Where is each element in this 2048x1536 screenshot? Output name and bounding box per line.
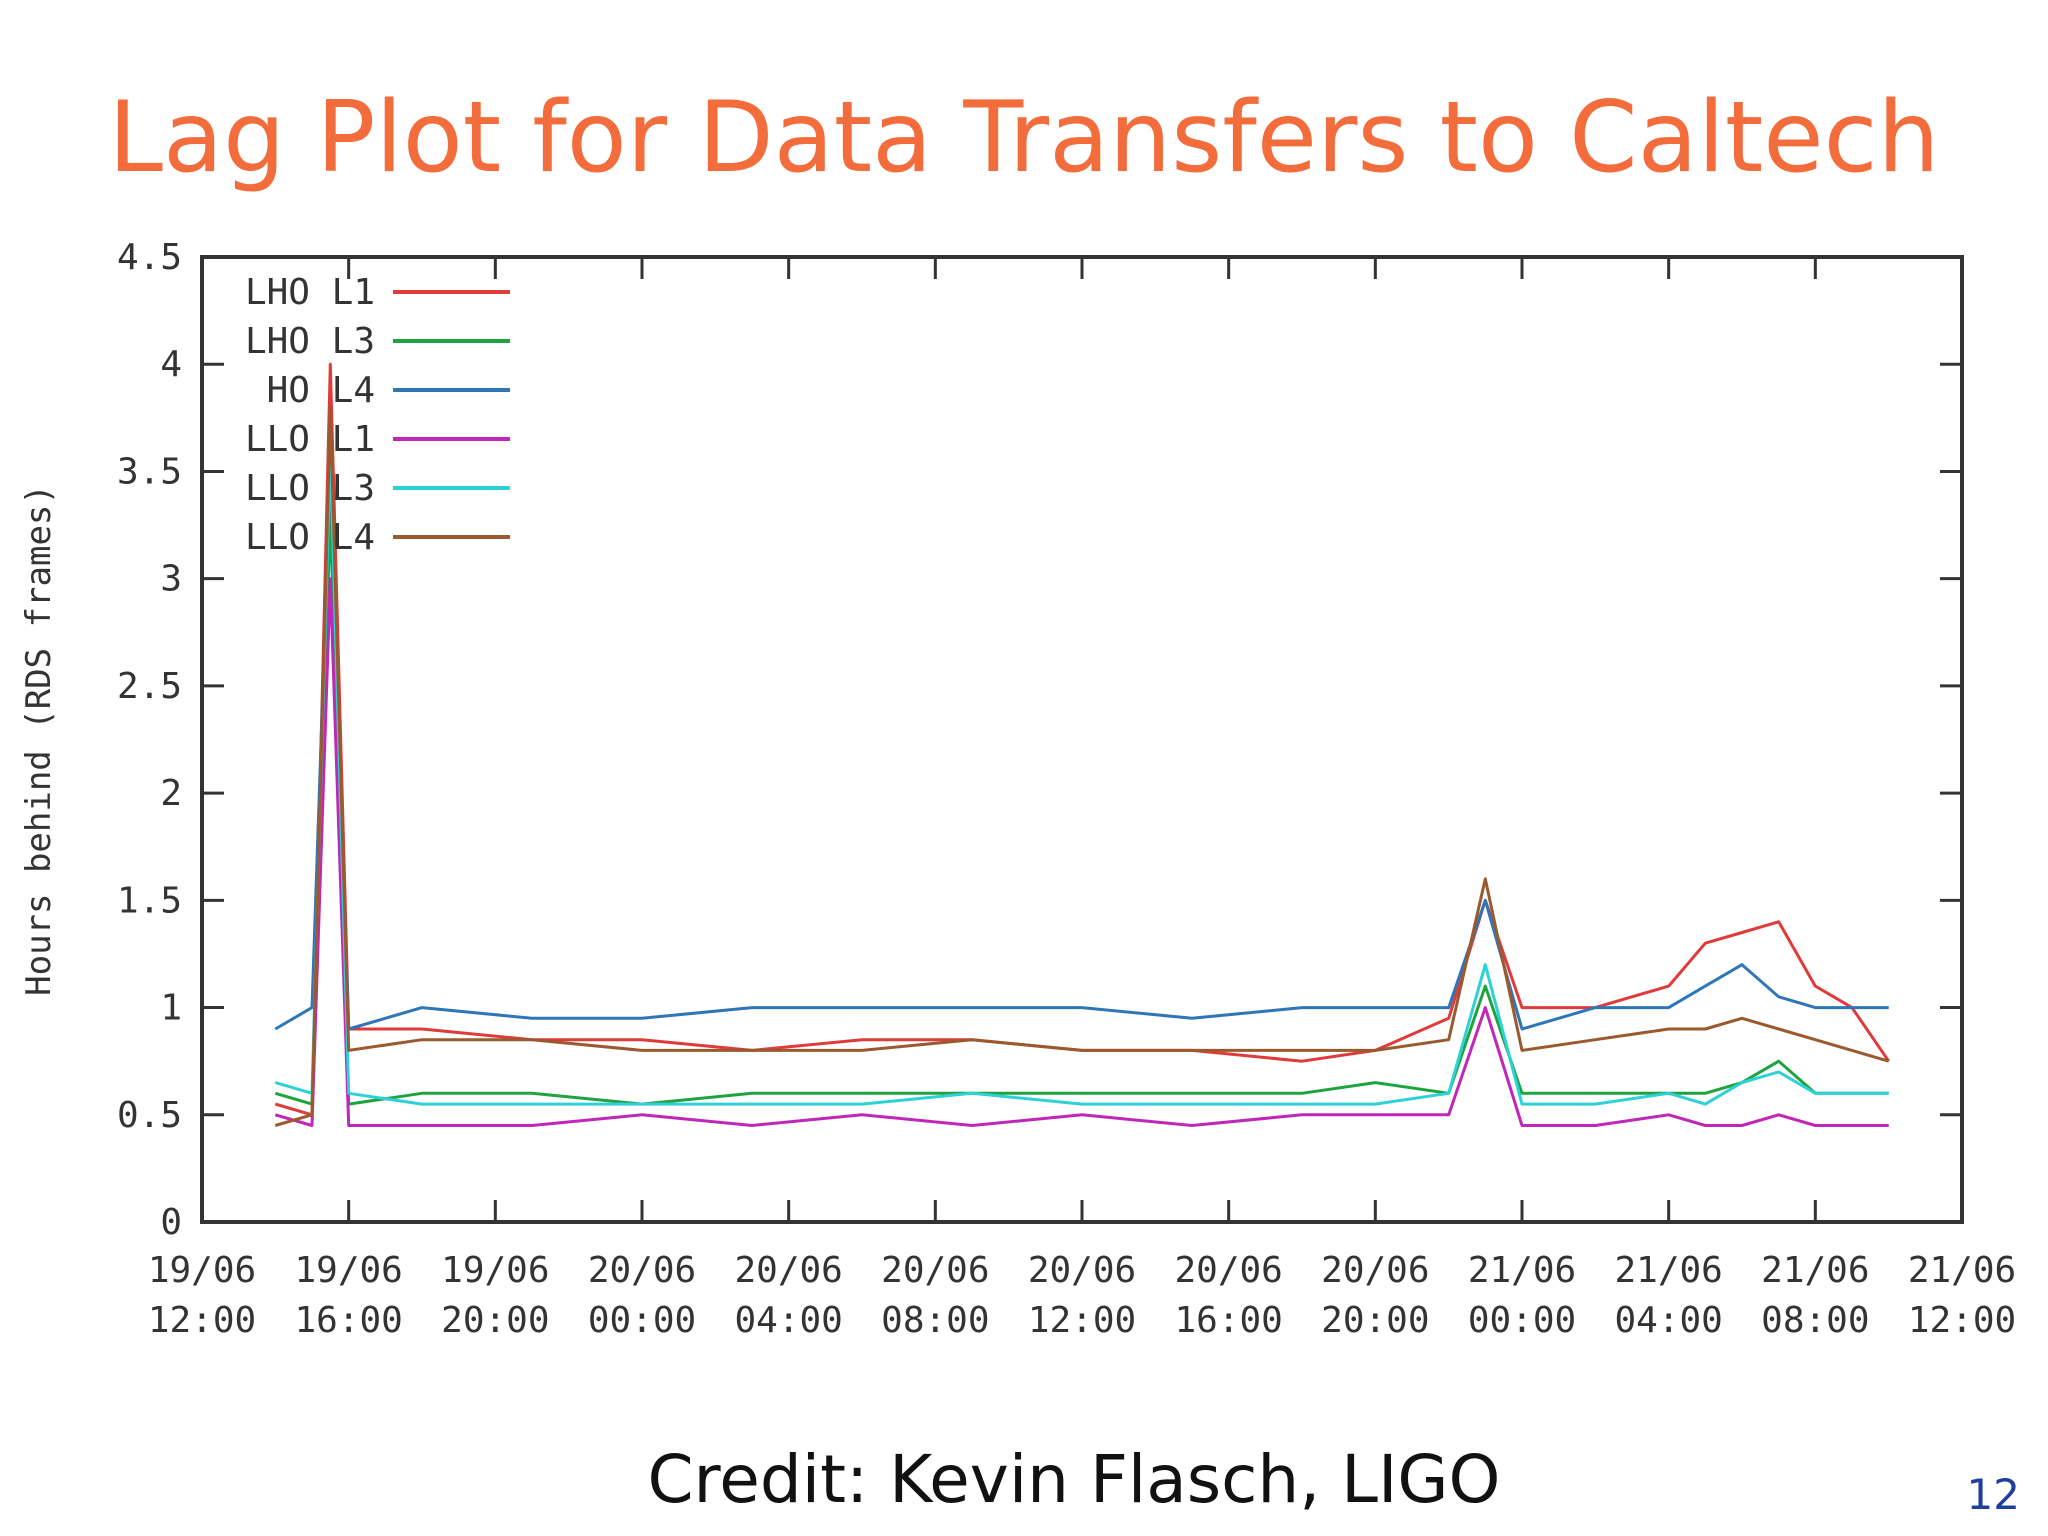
y-tick-label: 1 <box>160 988 182 1029</box>
x-tick-label-time: 20:00 <box>1321 1300 1429 1341</box>
x-tick-label-date: 19/06 <box>441 1250 549 1291</box>
x-tick-label-time: 04:00 <box>734 1300 842 1341</box>
x-tick-label-time: 16:00 <box>1174 1300 1282 1341</box>
y-tick-label: 2.5 <box>117 666 182 707</box>
x-tick-label-date: 19/06 <box>148 1250 256 1291</box>
y-tick-label: 2 <box>160 773 182 814</box>
y-tick-label: 1.5 <box>117 880 182 921</box>
page-number: 12 <box>1966 1470 2020 1519</box>
x-tick-label-time: 12:00 <box>148 1300 256 1341</box>
x-tick-label-time: 00:00 <box>1468 1300 1576 1341</box>
slide-title: Lag Plot for Data Transfers to Caltech <box>108 81 1940 195</box>
x-tick-label-time: 08:00 <box>881 1300 989 1341</box>
x-tick-label-date: 21/06 <box>1468 1250 1576 1291</box>
y-axis-label: Hours behind (RDS frames) <box>19 484 59 996</box>
x-tick-label-date: 21/06 <box>1908 1250 2016 1291</box>
x-tick-label-time: 16:00 <box>294 1300 402 1341</box>
credit-line: Credit: Kevin Flasch, LIGO <box>647 1441 1501 1518</box>
legend-label: LHO L1 <box>245 272 375 313</box>
x-tick-label-time: 12:00 <box>1028 1300 1136 1341</box>
series-line-2 <box>274 469 1889 1031</box>
x-tick-label-date: 20/06 <box>1174 1250 1282 1291</box>
x-tick-label-date: 20/06 <box>734 1250 842 1291</box>
series-line-4 <box>274 448 1889 1106</box>
series-line-3 <box>274 577 1889 1127</box>
x-tick-label-date: 21/06 <box>1614 1250 1722 1291</box>
y-tick-label: 0.5 <box>117 1095 182 1136</box>
series-line-5 <box>274 405 1890 1127</box>
x-tick-label-time: 12:00 <box>1908 1300 2016 1341</box>
x-tick-label-date: 21/06 <box>1761 1250 1869 1291</box>
legend-label: LLO L1 <box>245 419 375 460</box>
x-tick-label-date: 20/06 <box>588 1250 696 1291</box>
plot-frame <box>200 255 1964 1224</box>
series-line-0 <box>274 362 1890 1117</box>
x-tick-label-time: 00:00 <box>588 1300 696 1341</box>
legend: LHO L1 LHO L3 HO L4 LLO L1 LLO L3 LLO L4 <box>245 272 510 558</box>
x-tick-label-date: 20/06 <box>1028 1250 1136 1291</box>
x-tick-label-date: 20/06 <box>881 1250 989 1291</box>
lag-chart: 0 0.5 1 1.5 2 2.5 3 3.5 4 4.5 19/06 12:00 19/06 16:00… <box>19 237 2016 1341</box>
x-tick-label-date: 20/06 <box>1321 1250 1429 1291</box>
legend-label: LLO L3 <box>245 468 375 509</box>
axis-ticks: 0 0.5 1 1.5 2 2.5 3 3.5 4 4.5 19/06 12:00 19/06 16:00… <box>117 237 2016 1341</box>
x-tick-label-time: 08:00 <box>1761 1300 1869 1341</box>
y-tick-label: 3.5 <box>117 451 182 492</box>
legend-label: LLO L4 <box>245 517 375 558</box>
y-tick-label: 4.5 <box>117 237 182 278</box>
x-tick-label-time: 04:00 <box>1614 1300 1722 1341</box>
y-tick-label: 0 <box>160 1202 182 1243</box>
series-lines <box>274 362 1890 1127</box>
x-tick-label-date: 19/06 <box>294 1250 402 1291</box>
legend-label: HO L4 <box>267 370 375 411</box>
legend-label: LHO L3 <box>245 321 375 362</box>
x-tick-label-time: 20:00 <box>441 1300 549 1341</box>
y-tick-label: 3 <box>160 559 182 600</box>
y-tick-label: 4 <box>160 344 182 385</box>
